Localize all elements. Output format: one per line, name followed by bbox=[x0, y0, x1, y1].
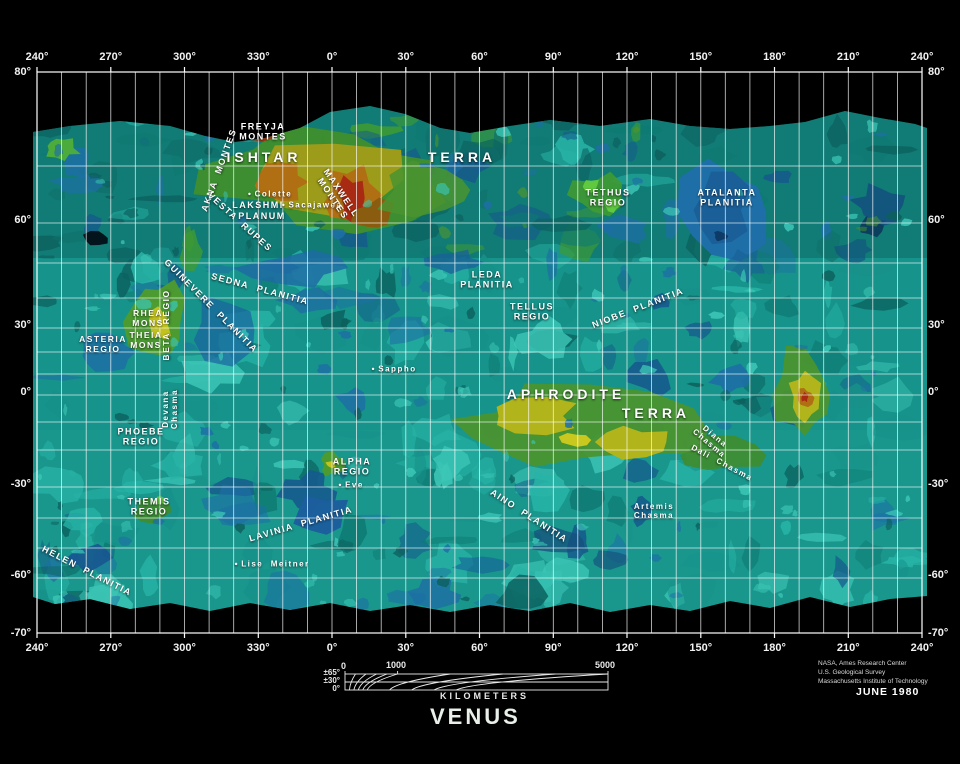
map-title: VENUS bbox=[430, 704, 521, 730]
feature-label-leda-planitia: LEDAPLANITIA bbox=[460, 270, 514, 291]
feature-dot-marker: ● bbox=[234, 561, 239, 567]
lon-label-top-10: 180° bbox=[763, 51, 786, 63]
lon-label-top-8: 120° bbox=[616, 51, 639, 63]
lon-label-bottom-6: 60° bbox=[471, 642, 488, 654]
feature-label-artemis-chasma: ArtemisChasma bbox=[634, 502, 674, 520]
lon-label-top-12: 240° bbox=[911, 51, 934, 63]
lat-label-right-2: 30° bbox=[928, 319, 945, 331]
lat-label-right-6: -70° bbox=[928, 627, 948, 639]
feature-dot-marker: ● bbox=[338, 482, 343, 488]
feature-label-sappho: ●Sappho bbox=[371, 364, 416, 373]
lat-label-right-5: -60° bbox=[928, 569, 948, 581]
lat-label-right-4: -30° bbox=[928, 478, 948, 490]
lon-label-bottom-11: 210° bbox=[837, 642, 860, 654]
feature-label-freyja-montes: FREYJAMONTES bbox=[239, 122, 287, 143]
lon-label-top-9: 150° bbox=[689, 51, 712, 63]
scale-1000-label: 1000 bbox=[386, 660, 406, 670]
feature-label-tethus-regio: TETHUSREGIO bbox=[586, 188, 631, 209]
feature-label-lakshmi: LAKSHMI bbox=[232, 200, 284, 210]
lon-label-bottom-4: 0° bbox=[327, 642, 338, 654]
lon-label-top-7: 90° bbox=[545, 51, 562, 63]
lon-label-bottom-3: 330° bbox=[247, 642, 270, 654]
lon-label-bottom-2: 300° bbox=[173, 642, 196, 654]
scale-5000-label: 5000 bbox=[595, 660, 615, 670]
lon-label-bottom-7: 90° bbox=[545, 642, 562, 654]
scale-origin-label: 0 bbox=[341, 661, 346, 671]
lon-label-top-5: 30° bbox=[397, 51, 414, 63]
feature-label-themis-regio: THEMISREGIO bbox=[127, 497, 170, 518]
scale-lat0-label: 0° bbox=[316, 684, 340, 693]
feature-label-eve: ●Eve bbox=[338, 480, 364, 489]
feature-label-devana-chasma: DevanaChasma bbox=[161, 389, 179, 429]
lat-label-right-0: 80° bbox=[928, 66, 945, 78]
feature-dot-marker: ● bbox=[282, 202, 287, 208]
lat-label-left-4: -30° bbox=[11, 478, 31, 490]
lon-label-top-2: 300° bbox=[173, 51, 196, 63]
lon-label-bottom-10: 180° bbox=[763, 642, 786, 654]
lat-label-left-6: -70° bbox=[11, 627, 31, 639]
feature-label-theia-mons: THEIAMONS bbox=[130, 331, 163, 351]
feature-dot-marker: ● bbox=[248, 191, 253, 197]
credit-line-1: NASA, Ames Research Center bbox=[818, 660, 907, 667]
lon-label-bottom-12: 240° bbox=[911, 642, 934, 654]
feature-label-ishtar: ISHTAR bbox=[226, 149, 301, 165]
feature-dot-marker: ● bbox=[371, 366, 376, 372]
lon-label-top-11: 210° bbox=[837, 51, 860, 63]
feature-label-asteria-regio: ASTERIAREGIO bbox=[79, 335, 127, 355]
lon-label-bottom-8: 120° bbox=[616, 642, 639, 654]
credit-line-2: U.S. Geological Survey bbox=[818, 669, 885, 676]
lon-label-bottom-0: 240° bbox=[26, 642, 49, 654]
lat-label-right-1: 60° bbox=[928, 214, 945, 226]
feature-label-atalanta-planitia: ATALANTAPLANITIA bbox=[698, 188, 757, 209]
feature-label-aphrodite: APHRODITE bbox=[507, 386, 625, 402]
lat-label-left-0: 80° bbox=[14, 66, 31, 78]
feature-label-beta-regio: BETA REGIO bbox=[162, 289, 172, 360]
lon-label-bottom-5: 30° bbox=[397, 642, 414, 654]
lat-label-right-3: 0° bbox=[928, 386, 939, 398]
lon-label-top-6: 60° bbox=[471, 51, 488, 63]
feature-label-alpha-regio: ALPHAREGIO bbox=[333, 457, 372, 478]
lon-label-top-1: 270° bbox=[99, 51, 122, 63]
lon-label-bottom-1: 270° bbox=[99, 642, 122, 654]
lon-label-top-3: 330° bbox=[247, 51, 270, 63]
feature-label-lise-meitner: ●Lise Meitner bbox=[234, 559, 309, 568]
lon-label-top-0: 240° bbox=[26, 51, 49, 63]
feature-label-colette: ●Colette bbox=[248, 189, 293, 198]
feature-label-terra: TERRA bbox=[622, 405, 690, 421]
lat-label-left-5: -60° bbox=[11, 569, 31, 581]
feature-label-phoebe-regio: PHOEBEREGIO bbox=[117, 427, 164, 448]
feature-label-tellus-regio: TELLUSREGIO bbox=[510, 302, 554, 323]
feature-label-terra: TERRA bbox=[428, 149, 496, 165]
credit-line-3: Massachusetts Institute of Technology bbox=[818, 678, 928, 685]
lon-label-bottom-9: 150° bbox=[689, 642, 712, 654]
lon-label-top-4: 0° bbox=[327, 51, 338, 63]
lat-label-left-3: 0° bbox=[20, 386, 31, 398]
feature-label-rhea-mons: RHEAMONS bbox=[132, 309, 164, 329]
venus-map-page: FREYJAMONTESAKNA MONTESISHTARTERRA●Colet… bbox=[0, 0, 960, 764]
lat-label-left-2: 30° bbox=[14, 319, 31, 331]
lat-label-left-1: 60° bbox=[14, 214, 31, 226]
kilometers-label: KILOMETERS bbox=[440, 691, 529, 701]
date-label: JUNE 1980 bbox=[856, 686, 919, 698]
